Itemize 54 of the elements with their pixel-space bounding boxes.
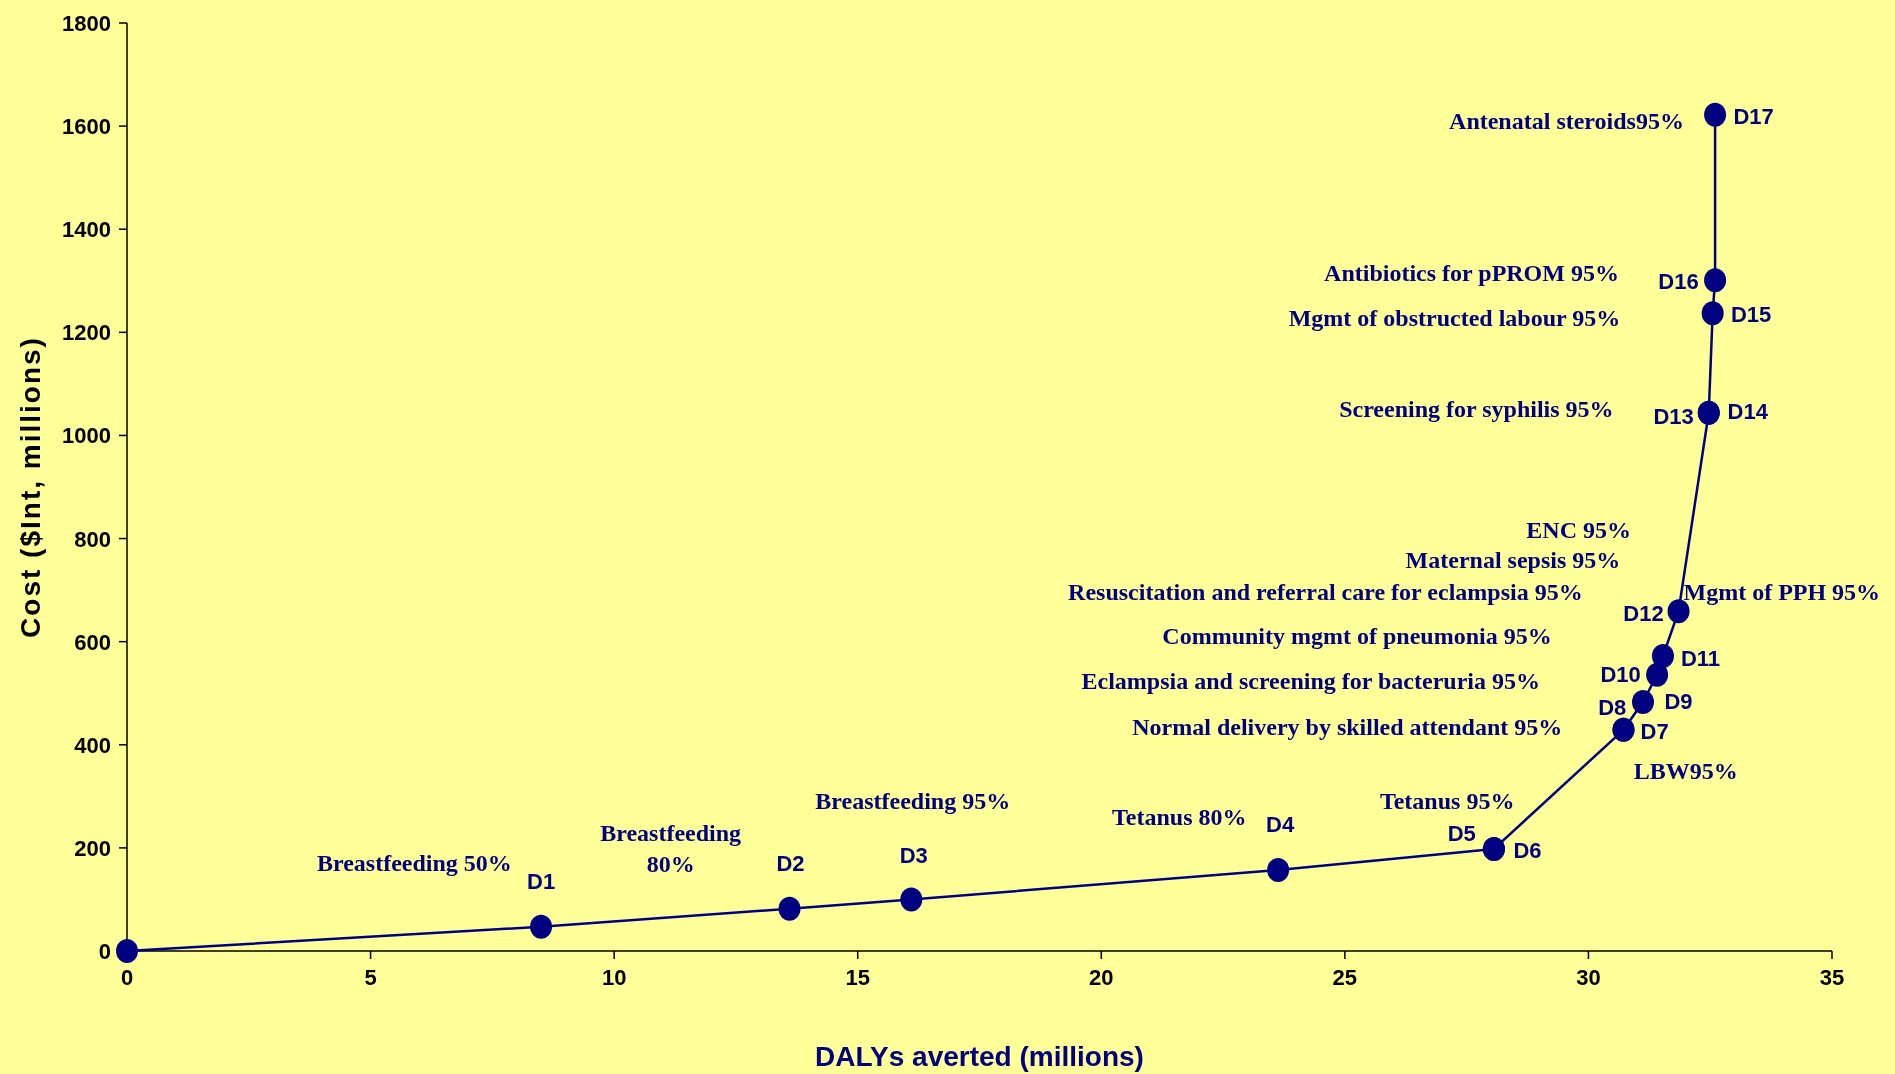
x-tick-label: 35 bbox=[1819, 965, 1845, 990]
annotation: Maternal sepsis 95% bbox=[1405, 547, 1621, 574]
x-tick-label: 15 bbox=[845, 965, 870, 990]
data-label: D8 bbox=[1598, 695, 1627, 721]
y-axis-title: Cost ($Int, millions) bbox=[15, 336, 46, 638]
data-label: D16 bbox=[1658, 268, 1699, 294]
y-tick-label: 0 bbox=[98, 939, 111, 964]
y-tick-label: 1400 bbox=[62, 217, 111, 243]
y-tick-label: 200 bbox=[74, 835, 111, 861]
data-label: D12 bbox=[1623, 600, 1664, 626]
y-tick-label: 1000 bbox=[62, 423, 111, 449]
x-tick-label: 25 bbox=[1332, 965, 1358, 990]
y-tick-label: 1200 bbox=[62, 320, 111, 346]
data-label: D4 bbox=[1266, 812, 1295, 838]
annotation: Mgmt of obstructed labour 95% bbox=[1288, 305, 1621, 332]
data-label: D5 bbox=[1447, 821, 1476, 847]
data-label: D14 bbox=[1727, 398, 1769, 424]
annotation: Mgmt of PPH 95% bbox=[1683, 578, 1881, 605]
data-label: D3 bbox=[899, 842, 928, 868]
y-tick-label: 1600 bbox=[62, 114, 111, 140]
x-axis-title: DALYs averted (millions) bbox=[815, 1041, 1144, 1072]
data-label: D2 bbox=[776, 850, 805, 876]
annotation: Normal delivery by skilled attendant 95% bbox=[1132, 713, 1563, 740]
y-tick-label: 800 bbox=[74, 526, 111, 552]
data-label: D15 bbox=[1730, 302, 1772, 328]
data-label: D6 bbox=[1513, 838, 1542, 864]
annotation: LBW95% bbox=[1633, 758, 1738, 785]
data-label: D10 bbox=[1600, 662, 1641, 688]
data-label: D7 bbox=[1640, 718, 1669, 744]
annotation: Breastfeeding 80% bbox=[600, 820, 742, 878]
data-label: D13 bbox=[1653, 403, 1694, 429]
annotation: Tetanus 80% bbox=[1111, 804, 1247, 831]
y-tick-label: 600 bbox=[74, 629, 111, 655]
annotation: Eclampsia and screening for bacteruria 95% bbox=[1081, 667, 1540, 694]
annotation: Antenatal steroids95% bbox=[1449, 108, 1684, 135]
annotation: Community mgmt of pneumonia 95% bbox=[1162, 622, 1552, 649]
x-tick-label: 0 bbox=[120, 965, 134, 990]
x-tick-label: 30 bbox=[1576, 965, 1601, 990]
y-tick-label: 1800 bbox=[62, 11, 111, 36]
annotation: Resuscitation and referral care for eclampsia 95% bbox=[1068, 578, 1583, 605]
y-tick-label: 400 bbox=[74, 732, 111, 758]
data-label: D11 bbox=[1680, 645, 1721, 671]
annotation: ENC 95% bbox=[1526, 516, 1632, 543]
annotation: Antibiotics for pPROM 95% bbox=[1324, 260, 1619, 287]
annotation: Breastfeeding 95% bbox=[815, 788, 1011, 815]
annotation: Tetanus 95% bbox=[1379, 788, 1515, 815]
annotation: Breastfeeding 50% bbox=[316, 850, 512, 877]
data-label: D17 bbox=[1733, 104, 1774, 130]
data-label: D9 bbox=[1664, 688, 1693, 714]
x-tick-label: 20 bbox=[1089, 965, 1114, 990]
x-tick-label: 10 bbox=[601, 965, 627, 990]
data-label: D1 bbox=[527, 868, 556, 894]
annotation: Screening for syphilis 95% bbox=[1339, 396, 1614, 423]
x-tick-label: 5 bbox=[364, 965, 377, 990]
